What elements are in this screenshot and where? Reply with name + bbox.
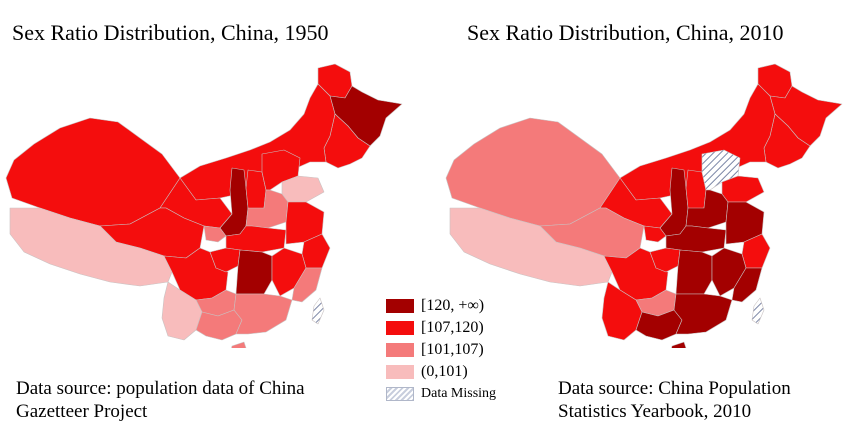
region-shandong — [281, 175, 325, 203]
region-hunan — [675, 249, 713, 295]
legend-swatch — [386, 365, 414, 379]
legend-label: Data Missing — [421, 386, 497, 401]
map-title-2010: Sex Ratio Distribution, China, 2010 — [467, 20, 784, 45]
region-ningxia — [203, 225, 227, 243]
legend-item-101-107: [101,107) — [386, 340, 496, 360]
legend-label: [101,107) — [421, 341, 484, 358]
region-guangdong — [233, 293, 293, 335]
legend-label: [120, +∞) — [421, 297, 485, 314]
region-guangdong — [673, 293, 733, 335]
region-yunnan — [161, 281, 203, 341]
region-yunnan — [601, 281, 643, 341]
data-source-line: Data source: China Population — [558, 378, 791, 399]
region-taiwan — [751, 297, 765, 325]
china-map-2010 — [445, 63, 843, 348]
legend-swatch-hatched — [386, 387, 414, 401]
data-source-line: Statistics Yearbook, 2010 — [558, 401, 752, 422]
region-tibet — [9, 207, 173, 287]
region-sichuan — [603, 247, 669, 301]
region-hainan — [231, 341, 247, 348]
china-map-1950 — [5, 63, 403, 348]
legend-item-0-101: (0,101) — [386, 362, 496, 382]
region-hunan — [235, 249, 273, 295]
region-tibet — [449, 207, 613, 287]
legend-label: (0,101) — [421, 363, 468, 380]
legend-item-data-missing: Data Missing — [386, 384, 496, 404]
region-sichuan — [163, 247, 229, 301]
region-taiwan — [311, 297, 325, 325]
data-source-2010: Data source: China Population Statistics… — [558, 377, 843, 423]
data-source-line: Gazetteer Project — [16, 401, 148, 422]
legend-swatch — [386, 321, 414, 335]
region-hainan — [671, 341, 687, 348]
legend-label: [107,120) — [421, 319, 484, 336]
legend-swatch — [386, 299, 414, 313]
data-source-1950: Data source: population data of China Ga… — [16, 377, 376, 423]
legend-item-120-plus: [120, +∞) — [386, 296, 496, 316]
legend: [120, +∞) [107,120) [101,107) (0,101) Da… — [386, 296, 496, 406]
data-source-line: Data source: population data of China — [16, 378, 305, 399]
region-ningxia — [643, 225, 667, 243]
region-shandong — [721, 175, 765, 203]
legend-item-107-120: [107,120) — [386, 318, 496, 338]
map-title-1950: Sex Ratio Distribution, China, 1950 — [12, 20, 329, 45]
legend-swatch — [386, 343, 414, 357]
